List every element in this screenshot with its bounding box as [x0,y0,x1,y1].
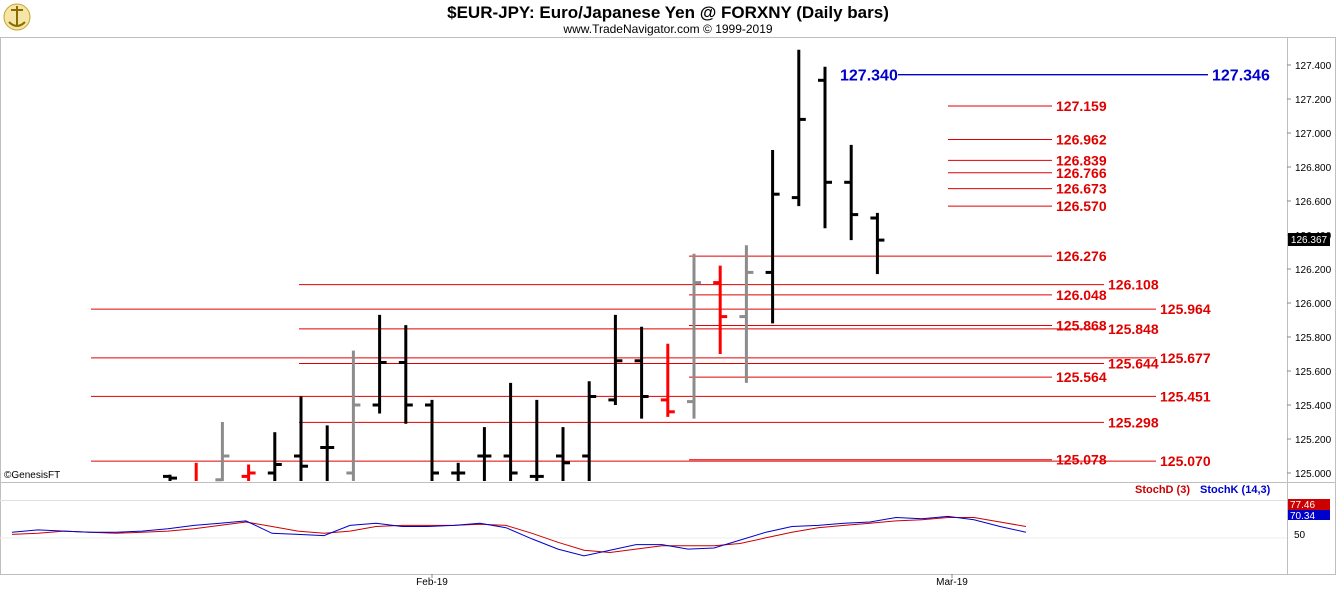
price-tick-label: 125.600 [1295,367,1332,378]
price-tick-label: 125.400 [1295,401,1332,412]
price-tick-label: 125.200 [1295,435,1332,446]
level-label: 126.276 [1056,248,1107,264]
date-label-feb: Feb-19 [416,577,448,588]
ohlc-bar [608,314,623,405]
ohlc-bar [163,474,177,481]
price-tick-label: 127.000 [1295,129,1332,140]
ohlc-bar [320,425,335,481]
osc-value-badges: 77.46 70.34 [1288,499,1330,522]
ohlc-bar [477,427,492,481]
ohlc-bar [241,464,256,481]
level-label: 126.048 [1056,287,1107,303]
ohlc-bar [818,66,832,229]
price-tick-label: 127.200 [1295,95,1332,106]
level-label: 125.677 [1160,350,1211,366]
chart-subtitle: www.TradeNavigator.com © 1999-2019 [562,22,772,36]
ohlc-bar [660,343,675,417]
svg-text:126.367: 126.367 [1291,235,1328,246]
ohlc-bar [425,399,439,481]
chart-title: $EUR-JPY: Euro/Japanese Yen @ FORXNY (Da… [447,3,889,22]
ohlc-bar [791,49,806,207]
ohlc-bar [398,325,413,424]
level-lines [91,74,1208,462]
ohlc-bar [294,396,308,481]
legend-stochk: StochK (14,3) [1200,484,1271,496]
legend-stochd: StochD (3) [1135,484,1190,496]
level-labels: 127.159 126.962 126.839126.766126.673126.5… [840,68,1270,469]
level-label: 126.570 [1056,198,1107,214]
price-axis: 125.000 125.200 125.400 125.600 125.800 126.0… [1287,61,1332,480]
stochk-value: 70.34 [1290,511,1315,522]
logo-icon [3,3,31,31]
price-tick-label: 126.600 [1295,197,1332,208]
level-label: 126.673 [1056,181,1107,197]
price-tick-label: 125.800 [1295,333,1332,344]
price-tick-label: 125.000 [1295,469,1332,480]
level-label: 125.868 [1056,317,1107,333]
level-label: 125.298 [1108,414,1159,430]
level-label: 125.070 [1160,453,1211,469]
ohlc-bar [267,432,282,481]
price-tick-label: 126.800 [1295,163,1332,174]
ohlc-bar [582,381,597,481]
header: $EUR-JPY: Euro/Japanese Yen @ FORXNY (Da… [3,3,889,36]
ohlc-bar [529,399,544,481]
watermark: ©GenesisFT [4,470,60,481]
ohlc-bar [556,427,570,481]
ohlc-bar [713,265,728,354]
stochk-line [11,515,1027,557]
price-tick-label: 126.000 [1295,299,1332,310]
ohlc-bar [844,144,859,241]
ohlc-bar [372,314,387,414]
ohlc-bar [346,350,361,481]
level-label: 125.564 [1056,369,1107,385]
ohlc-bar [870,212,885,275]
level-label: 126.108 [1108,277,1159,293]
level-label: 127.159 [1056,98,1107,114]
level-label: 125.848 [1108,321,1159,337]
price-tick-label: 126.200 [1295,265,1332,276]
level-label: 125.964 [1160,301,1211,317]
price-bars [163,49,885,482]
level-label: 126.766 [1056,165,1107,181]
level-label: 125.078 [1056,452,1107,468]
ohlc-bar [765,150,780,324]
stochd-value: 77.46 [1290,500,1315,511]
ohlc-bar [451,462,466,481]
oscillator-legend: StochD (3) StochK (14,3) [1135,484,1271,496]
level-label: 126.839 [1056,152,1107,168]
last-price-badge: 126.367 [1288,233,1330,246]
date-label-mar: Mar-19 [936,577,968,588]
ohlc-bar [215,422,230,482]
ohlc-bar [503,382,518,481]
price-tick-label: 127.400 [1295,61,1332,72]
stochd-line [11,517,1027,554]
ohlc-bar [634,326,649,419]
level-label: 126.962 [1056,131,1107,147]
level-label-blue-right: 127.346 [1212,68,1270,85]
date-axis: Feb-19 Mar-19 [416,574,968,588]
osc-tick-50: 50 [1294,530,1306,541]
ohlc-bar [739,245,754,383]
level-label-blue-left: 127.340 [840,68,898,85]
level-label: 125.644 [1108,356,1159,372]
oscillator-pane [0,515,1287,557]
level-label: 125.451 [1160,388,1211,404]
ohlc-bar [687,253,701,419]
